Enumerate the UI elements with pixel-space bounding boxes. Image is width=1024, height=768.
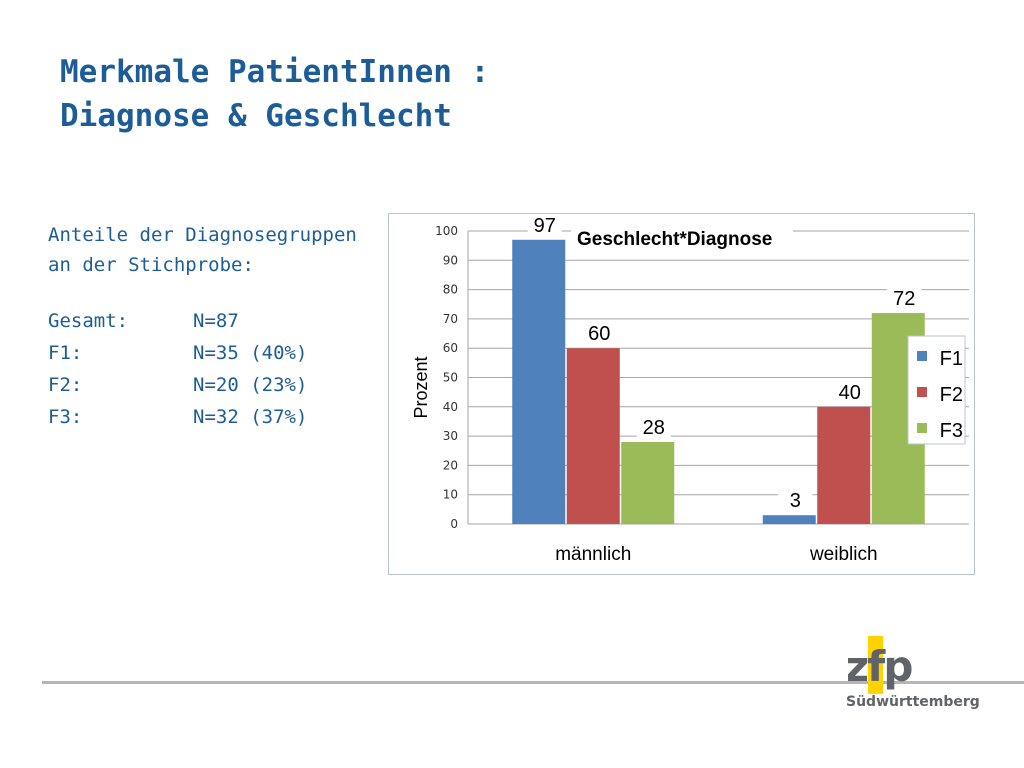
y-tick-label: 60 [443, 341, 458, 355]
x-category-label: männlich [555, 544, 631, 565]
data-label: 40 [839, 382, 861, 404]
bar-f2 [817, 406, 871, 524]
stat-label: F3: [48, 406, 83, 428]
slide-title: Merkmale PatientInnen : Diagnose & Gesch… [60, 50, 489, 138]
stat-row-f3: F3: N=32 (37%) [48, 401, 307, 433]
x-category-label: weiblich [809, 544, 878, 565]
legend-swatch-f1 [917, 351, 927, 361]
y-tick-label: 90 [443, 253, 458, 267]
y-tick-label: 0 [450, 517, 458, 531]
y-tick-label: 10 [443, 488, 458, 502]
bar-chart: 0 10 20 30 40 50 60 70 80 90 100 Prozent 97 60 28 männl… [411, 214, 969, 565]
data-label-bg [636, 413, 671, 438]
slide-title-line1: Merkmale PatientInnen : [60, 54, 490, 90]
y-tick-label: 20 [443, 458, 458, 472]
chart-title-bg [571, 222, 793, 254]
data-label: 60 [588, 323, 610, 345]
stat-row-f2: F2: N=20 (23%) [48, 369, 307, 401]
data-label-bg [887, 285, 922, 310]
stat-row-gesamt: Gesamt: N=87 [48, 305, 307, 337]
stat-value: N=20 (23%) [193, 374, 308, 396]
zfp-logo: zfp [848, 636, 914, 694]
sample-subtitle-line2: an der Stichprobe: [48, 254, 254, 276]
data-label: 72 [893, 288, 915, 310]
y-tick-label: 100 [435, 224, 458, 238]
stat-value: N=32 (37%) [193, 406, 308, 428]
stat-value: N=87 [193, 310, 239, 332]
data-label: 97 [534, 215, 556, 237]
sample-subtitle-line1: Anteile der Diagnosegruppen [48, 224, 357, 246]
legend-label: F1 [940, 348, 963, 370]
stat-label: F1: [48, 342, 83, 364]
bar-f3 [621, 441, 675, 524]
sample-subtitle: Anteile der Diagnosegruppen an der Stich… [48, 220, 357, 280]
data-label: 3 [790, 490, 801, 512]
legend-label: F3 [940, 420, 963, 442]
y-axis-label: Prozent [411, 356, 431, 418]
bar-f1 [512, 239, 566, 524]
y-tick-label: 50 [443, 371, 458, 385]
stat-label: F2: [48, 374, 83, 396]
stat-row-f1: F1: N=35 (40%) [48, 337, 307, 369]
chart-frame: 0 10 20 30 40 50 60 70 80 90 100 Prozent 97 60 28 männl… [388, 213, 975, 575]
y-tick-label: 80 [443, 283, 458, 297]
data-label-bg [527, 214, 562, 236]
sample-stats: Gesamt: N=87 F1: N=35 (40%) F2: N=20 (23… [48, 305, 307, 433]
legend-swatch-f3 [917, 423, 927, 433]
logo-wordmark: zfp [848, 642, 912, 691]
legend-label: F2 [940, 384, 963, 406]
logo-yellow-bar [868, 636, 883, 694]
y-tick-label: 70 [443, 312, 458, 326]
stat-value: N=35 (40%) [193, 342, 308, 364]
footer-divider [42, 681, 1024, 684]
y-tick-label: 40 [443, 400, 458, 414]
stat-label: Gesamt: [48, 310, 129, 332]
data-label: 28 [643, 417, 665, 439]
slide-title-line2: Diagnose & Geschlecht [60, 98, 452, 134]
bar-f1 [762, 515, 816, 524]
chart-title: Geschlecht*Diagnose [577, 229, 772, 250]
logo-subtitle: Südwürttemberg [846, 694, 980, 710]
bar-f2 [566, 348, 620, 524]
legend-swatch-f2 [917, 387, 927, 397]
data-label-bg [778, 487, 813, 512]
y-tick-label: 30 [443, 429, 458, 443]
data-label-bg [582, 320, 617, 345]
data-label-bg [832, 378, 867, 403]
